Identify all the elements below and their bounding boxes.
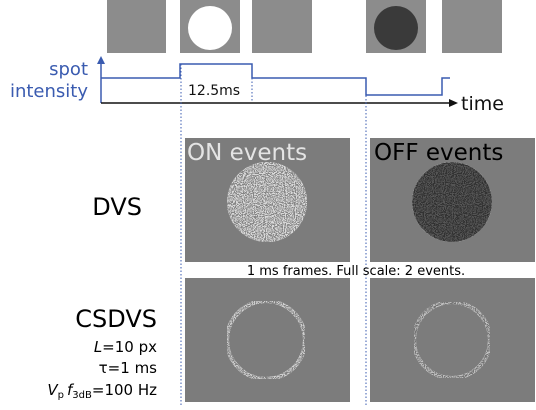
- param-symbol: f: [67, 381, 75, 399]
- x-arrow: [449, 99, 458, 107]
- param-sub: 3dB: [72, 390, 92, 401]
- timing-diagram: spot intensity 12.5ms time: [10, 56, 504, 406]
- param-sub: p: [58, 390, 64, 401]
- pulse-label: 12.5ms: [188, 83, 240, 99]
- off-spot: [412, 162, 492, 242]
- row-label: CSDVS: [75, 305, 157, 333]
- spot-bright: [188, 6, 232, 50]
- off-ring: [412, 300, 492, 380]
- image: [185, 278, 350, 402]
- spot-dark: [374, 6, 418, 50]
- on-ring: [225, 299, 307, 381]
- stimulus-frames: [107, 0, 502, 53]
- param: L=10 px: [94, 338, 157, 356]
- image: [370, 278, 535, 402]
- xlabel: time: [461, 93, 504, 115]
- y-arrow: [97, 56, 105, 64]
- intensity-trace: [101, 63, 450, 96]
- param: τ=1 ms: [99, 359, 158, 377]
- param-value: =100 Hz: [92, 381, 157, 399]
- row-label: DVS: [92, 193, 142, 221]
- csdvs-row: CSDVS L=10 px τ=1 ms Vp f3dB=100 Hz: [47, 278, 535, 402]
- frame: [442, 0, 502, 53]
- param-symbol: L: [94, 338, 102, 356]
- ylabel: intensity: [10, 81, 88, 102]
- frame: [107, 0, 166, 53]
- frame: [252, 0, 312, 53]
- ylabel: spot: [49, 59, 88, 80]
- column-label: ON events: [187, 140, 307, 166]
- column-label: OFF events: [374, 140, 503, 166]
- param-symbol: V: [47, 381, 59, 399]
- param: Vp f3dB=100 Hz: [47, 381, 157, 401]
- on-spot: [227, 162, 307, 242]
- param-value: =10 px: [102, 338, 157, 356]
- dvs-row: ON events OFF events DVS: [92, 138, 535, 262]
- note: 1 ms frames. Full scale: 2 events.: [247, 264, 465, 279]
